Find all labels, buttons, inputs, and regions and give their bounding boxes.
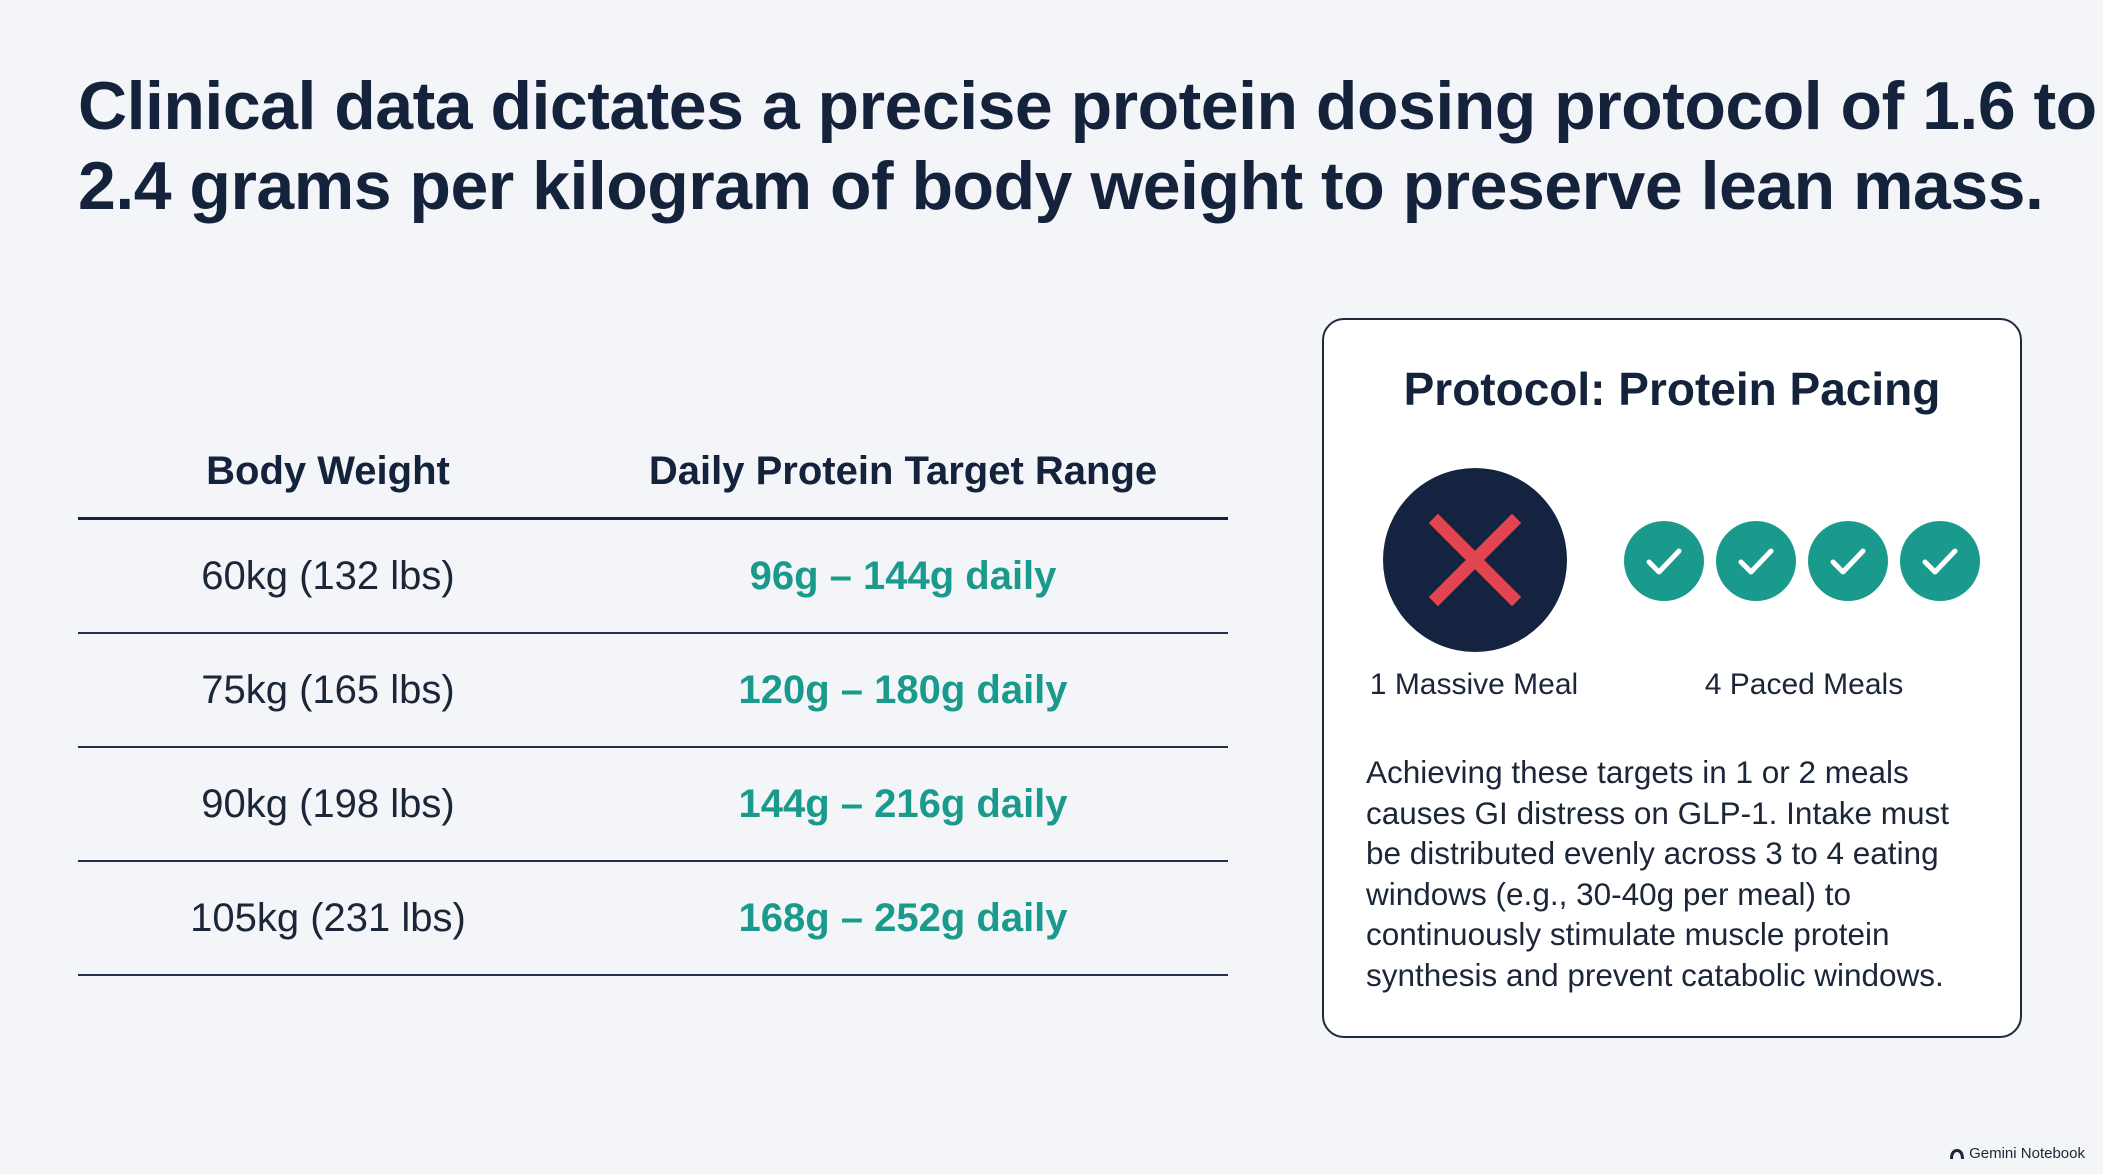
paced-meals-checks — [1624, 521, 1980, 601]
x-mark-icon — [1428, 513, 1522, 607]
body-weight-cell: 60kg (132 lbs) — [201, 553, 455, 598]
protein-pacing-card: Protocol: Protein Pacing 1 Massive Meal … — [1322, 318, 2022, 1038]
watermark-text: Gemini Notebook — [1969, 1145, 2085, 1162]
protein-range-cell: 168g – 252g daily — [738, 895, 1068, 940]
massive-meal-x-icon — [1383, 468, 1567, 652]
check-icon — [1624, 521, 1704, 601]
body-weight-cell: 75kg (165 lbs) — [201, 667, 455, 712]
protein-range-cell: 144g – 216g daily — [738, 781, 1068, 826]
body-line: synthesis and prevent catabolic windows. — [1366, 956, 1944, 993]
headline-line-2: 2.4 grams per kilogram of body weight to… — [78, 148, 2044, 224]
check-icon — [1716, 521, 1796, 601]
table-row: 60kg (132 lbs) 96g – 144g daily — [78, 520, 1228, 634]
massive-meal-label: 1 Massive Meal — [1369, 668, 1579, 701]
protein-range-cell: 120g – 180g daily — [738, 667, 1068, 712]
table-row: 75kg (165 lbs) 120g – 180g daily — [78, 634, 1228, 748]
page-headline: Clinical data dictates a precise protein… — [78, 66, 2097, 226]
paced-meals-label: 4 Paced Meals — [1704, 668, 1904, 701]
body-weight-cell: 90kg (198 lbs) — [201, 781, 455, 826]
headline-line-1: Clinical data dictates a precise protein… — [78, 68, 2097, 144]
body-line: be distributed evenly across 3 to 4 eati… — [1366, 835, 1939, 871]
check-icon — [1900, 521, 1980, 601]
table-row: 90kg (198 lbs) 144g – 216g daily — [78, 748, 1228, 862]
notebook-logo-icon — [1950, 1148, 1965, 1159]
body-line: windows (e.g., 30-40g per meal) to — [1366, 875, 1851, 912]
body-weight-cell: 105kg (231 lbs) — [190, 895, 466, 940]
gemini-notebook-watermark: Gemini Notebook — [1949, 1145, 2085, 1162]
body-line: causes GI distress on GLP-1. Intake must — [1366, 794, 1949, 831]
protein-target-table: Body Weight Daily Protein Target Range 6… — [78, 425, 1228, 976]
header-body-weight: Body Weight — [206, 448, 450, 493]
body-line: continuously stimulate muscle protein — [1366, 916, 1890, 952]
header-daily-protein-target: Daily Protein Target Range — [648, 448, 1158, 493]
protein-range-cell: 96g – 144g daily — [749, 553, 1057, 598]
table-row: 105kg (231 lbs) 168g – 252g daily — [78, 862, 1228, 976]
table-header: Body Weight Daily Protein Target Range — [78, 425, 1228, 520]
check-icon — [1808, 521, 1888, 601]
card-title: Protocol: Protein Pacing — [1403, 363, 1941, 415]
body-line: Achieving these targets in 1 or 2 meals — [1366, 754, 1909, 790]
card-body-text: Achieving these targets in 1 or 2 meals … — [1366, 752, 1996, 995]
